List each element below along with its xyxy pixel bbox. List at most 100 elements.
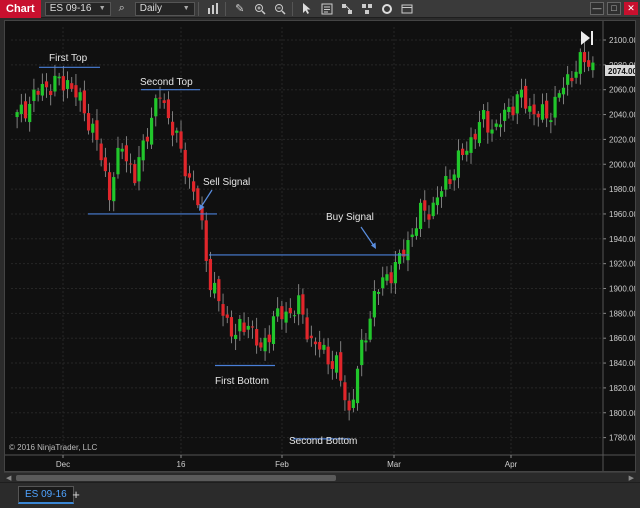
chart-panel[interactable]: First Top Second Top Sell Signal Buy Sig… [4,20,636,472]
strategy-icon[interactable] [338,1,356,17]
candle [318,330,322,358]
candle [519,78,524,108]
cursor-icon[interactable] [298,1,316,17]
candle [187,165,192,189]
candle [196,185,200,209]
candle [292,310,297,324]
indicators-icon[interactable] [358,1,376,17]
search-icon[interactable]: ⌕ [118,2,125,14]
candle [99,138,103,167]
candle [49,84,53,106]
candle [355,365,360,411]
candle [372,280,376,327]
tab-es-09-16[interactable]: ES 09-16 [18,486,74,504]
candle [78,87,82,112]
price-tick-label: 1880.00 [609,309,635,318]
candle [553,85,557,126]
price-tick-label: 1900.00 [609,285,635,294]
candle [461,143,465,161]
candle [70,77,74,92]
close-button[interactable]: ✕ [624,2,638,15]
properties-icon[interactable] [398,1,416,17]
candle [183,142,187,185]
candle [511,96,515,121]
candle [452,169,456,191]
zoom-out-icon[interactable] [271,1,289,17]
candle [540,93,545,123]
candle [305,308,309,343]
chart-grid [11,27,603,455]
candle [427,205,431,229]
candle [566,66,570,96]
candle [381,266,385,296]
candle [221,293,225,327]
candle [393,250,397,294]
candle [582,41,587,73]
candle [456,139,461,189]
candle [267,325,271,354]
interval-selector[interactable]: Daily ▼ [134,1,195,16]
sell-signal-label: Sell Signal [203,177,250,188]
zoom-in-icon[interactable] [251,1,269,17]
price-tick-label: 1940.00 [609,235,635,244]
candle [95,109,99,151]
tab-bar: ES 09-16 + [0,482,640,508]
candle [36,87,40,102]
price-chart[interactable]: First Top Second Top Sell Signal Buy Sig… [5,21,635,471]
candle [200,196,204,230]
candle [364,332,368,352]
buy-signal-label: Buy Signal [326,212,374,223]
candle [351,388,355,413]
candle [179,120,183,153]
minimize-button[interactable]: — [590,2,604,15]
reload-icon[interactable] [378,1,396,17]
scroll-to-end-icon[interactable] [581,31,593,45]
annotation-lines [39,66,409,440]
candle [91,118,95,143]
date-tick-label: Dec [56,460,70,469]
horizontal-scrollbar[interactable]: ◀ ▶ [4,472,636,482]
bar-chart-icon[interactable] [204,1,222,17]
candle [276,297,280,322]
candle [385,266,389,286]
scroll-left-icon[interactable]: ◀ [6,475,12,482]
candle [192,170,196,201]
chevron-down-icon: ▼ [182,4,190,12]
candle [486,102,490,144]
candle [154,94,158,127]
candle [313,337,318,356]
candle [61,65,65,102]
candle [360,328,364,377]
add-tab-button[interactable]: + [72,487,80,502]
candle [507,98,511,119]
candle [65,71,70,99]
chart-menu-button[interactable]: Chart [0,0,41,18]
candle [141,134,145,172]
candle [423,190,427,222]
candle [44,73,49,98]
candle [120,143,124,160]
candle [343,375,347,411]
maximize-button[interactable]: □ [607,2,621,15]
candle [280,300,284,330]
toolbar-divider [197,1,199,16]
data-box-icon[interactable] [318,1,336,17]
scroll-right-icon[interactable]: ▶ [628,475,634,482]
date-tick-label: Mar [387,460,401,469]
price-tick-label: 1860.00 [609,334,635,343]
candle [246,317,250,338]
candle [53,64,57,97]
candle [406,231,410,272]
candle [28,96,32,132]
pencil-icon[interactable]: ✎ [235,3,245,15]
candle [128,153,133,174]
candle [238,315,242,341]
price-tick-label: 1980.00 [609,185,635,194]
instrument-selector[interactable]: ES 09-16 ▼ [44,1,111,16]
candle [288,298,292,319]
candle [116,136,120,179]
price-tick-label: 1780.00 [609,434,635,443]
candle [347,392,351,421]
interval-value: Daily [139,2,162,14]
scrollbar-thumb[interactable] [16,475,336,481]
